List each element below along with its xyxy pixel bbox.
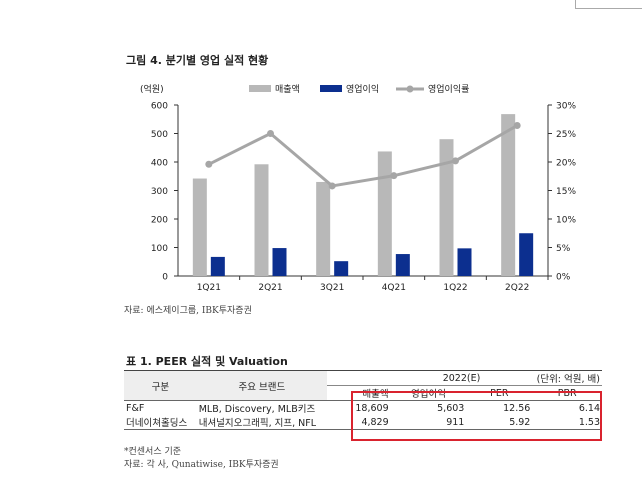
row-pbr: 1.53: [578, 416, 600, 428]
figure-title: 그림 4. 분기별 영업 실적 현황: [126, 54, 269, 67]
y-tick-label-right: 5%: [556, 244, 571, 254]
bar-sales: [192, 178, 207, 276]
legend-label-sales: 매출액: [275, 83, 300, 95]
bar-sales: [439, 139, 454, 276]
point-op-margin: [452, 157, 459, 165]
y-tick-label-right: 0%: [556, 273, 571, 283]
row-op: 5,603: [437, 402, 465, 414]
header-group: 구분: [124, 370, 197, 401]
x-tick-label: 1Q21: [197, 283, 221, 293]
legend-swatch-sales: [249, 85, 271, 92]
row-sales: 4,829: [361, 416, 389, 428]
point-op-margin: [390, 172, 398, 180]
bar-op: [519, 233, 534, 276]
row-sales: 18,609: [355, 402, 389, 414]
legend-marker-margin: [406, 85, 414, 93]
legend-label-op: 영업이익: [346, 83, 379, 95]
table-title: 표 1. PEER 실적 및 Valuation: [126, 355, 288, 368]
y-tick-label-left: 0: [162, 273, 168, 283]
row-name: F&F: [126, 402, 145, 414]
row-brands: 내셔널지오그래픽, 지프, NFL: [198, 418, 317, 429]
row-op: 911: [446, 416, 465, 428]
highlight-box: [351, 391, 602, 441]
bar-op: [395, 254, 410, 276]
header-year: 2022(E): [390, 370, 533, 386]
bar-op: [334, 261, 349, 276]
point-op-margin: [205, 160, 213, 168]
row-per: 12.56: [503, 402, 531, 414]
header-unit: (단위: 억원, 배): [532, 370, 602, 386]
y-tick-label-left: 200: [151, 216, 168, 226]
x-tick-label: 4Q21: [382, 283, 406, 293]
chart-area: 0 100 200 300 400 500 600 0% 5% 10% 15% 20% 25% 30% (억…: [140, 83, 576, 293]
x-tick-label: 1Q22: [443, 283, 467, 293]
line-op-margin: [208, 124, 518, 188]
bar-sales: [501, 114, 516, 277]
bar-sales: [254, 164, 269, 276]
point-op-margin: [328, 182, 336, 190]
bar-sales: [377, 151, 392, 276]
y-tick-label-right: 30%: [556, 102, 576, 112]
bar-op: [272, 248, 287, 276]
x-tick-label: 2Q22: [505, 283, 529, 293]
y-tick-label-right: 25%: [556, 130, 576, 140]
table-source: 자료: 각 사, Qunatiwise, IBK투자증권: [124, 460, 279, 470]
y-axis-title: (억원): [140, 83, 164, 95]
legend-swatch-op: [320, 85, 342, 92]
bar-op: [457, 248, 472, 276]
row-per: 5.92: [509, 416, 531, 428]
point-op-margin: [267, 130, 274, 137]
x-tick-label: 2Q21: [258, 283, 282, 293]
y-tick-label-left: 400: [151, 159, 168, 169]
y-tick-label-left: 600: [151, 102, 168, 112]
point-op-margin: [513, 122, 521, 130]
y-tick-label-left: 500: [151, 130, 168, 140]
figure-source: 자료: 에스제이그룹, IBK투자증권: [124, 306, 252, 316]
y-tick-label-left: 100: [151, 244, 168, 254]
table-note: *컨센서스 기준: [124, 447, 182, 457]
y-tick-label-right: 20%: [556, 159, 576, 169]
row-pbr: 6.14: [578, 402, 600, 414]
bar-sales: [316, 181, 331, 276]
chart-root: 0 100 200 300 400 500 600 0% 5% 10% 15% 20% 25% 30% (억…: [140, 83, 576, 293]
y-tick-label-right: 10%: [556, 216, 576, 226]
header-spacer: [327, 370, 391, 386]
y-tick-label-right: 15%: [556, 187, 576, 197]
x-tick-label: 3Q21: [320, 283, 344, 293]
bar-op: [210, 256, 225, 276]
table-header-row-1: 구분 주요 브랜드 2022(E) (단위: 억원, 배): [124, 370, 602, 401]
table-row: 더네이쳐홀딩스 내셔널지오그래픽, 지프, NFL 4,829 911 5.92…: [124, 415, 602, 430]
row-name: 더네이쳐홀딩스: [126, 418, 188, 429]
table-row: F&F MLB, Discovery, MLB키즈 18,609 5,603 1…: [124, 401, 602, 416]
row-brands: MLB, Discovery, MLB키즈: [198, 404, 316, 415]
top-frame-line: [575, 0, 642, 9]
header-brand: 주요 브랜드: [196, 370, 328, 401]
legend-label-margin: 영업이익률: [428, 83, 469, 95]
y-tick-label-left: 300: [151, 187, 168, 197]
